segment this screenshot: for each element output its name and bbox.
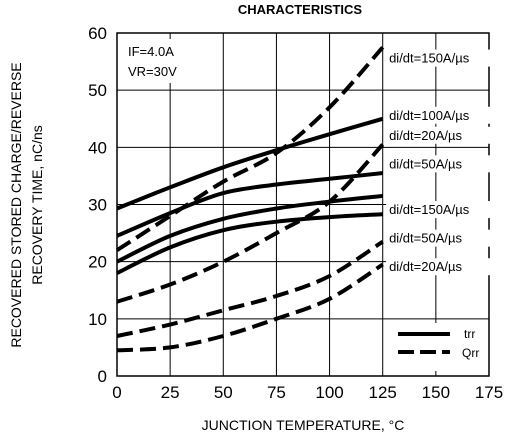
trr-series-line	[116, 212, 383, 275]
tick-labels: 0 25 50 75 100 125 150 175 0 10 20 30 40 50 60	[88, 24, 503, 402]
x-tick-label: 50	[214, 383, 233, 402]
annotation-background	[386, 201, 491, 219]
series-annotation: di/dt=20A/µs	[389, 128, 462, 143]
annotation-background	[386, 106, 491, 124]
conditions-box	[122, 39, 200, 83]
qrr-series-line	[116, 262, 384, 353]
condition-if: IF=4.0A	[128, 44, 174, 59]
x-axis-label: JUNCTION TEMPERATURE, °C	[202, 417, 405, 433]
y-tick-label: 10	[88, 310, 107, 329]
y-tick-label: 20	[88, 253, 107, 272]
series-annotation: di/dt=150A/µs	[389, 202, 470, 217]
x-tick-label: 25	[161, 383, 180, 402]
annotation-background	[386, 49, 491, 67]
y-tick-label: 50	[88, 81, 107, 100]
trr-series-line	[116, 171, 383, 238]
qrr-series-line	[115, 45, 385, 252]
x-tick-label: 75	[267, 383, 286, 402]
series-annotation: di/dt=50A/µs	[389, 156, 462, 171]
legend-label-qrr: Qrr	[462, 346, 479, 360]
y-tick-label: 0	[98, 367, 107, 386]
y-tick-label: 40	[88, 138, 107, 157]
series-annotation: di/dt=100A/µs	[389, 108, 470, 123]
qrr-series-line	[116, 240, 384, 338]
trr-series-line	[116, 116, 384, 211]
legend-box	[386, 323, 486, 371]
annotation-background	[386, 258, 491, 276]
condition-vr: VR=30V	[128, 64, 177, 79]
annotation-background	[386, 229, 491, 247]
chart-title: CHARACTERISTICS	[238, 2, 363, 17]
series-annotation: di/dt=20A/µs	[389, 259, 462, 274]
legend-label-trr: trr	[464, 327, 475, 341]
series-annotation: di/dt=150A/µs	[389, 51, 470, 66]
x-tick-label: 0	[112, 383, 121, 402]
x-tick-label: 150	[422, 383, 450, 402]
x-tick-label: 175	[475, 383, 503, 402]
qrr-series-line	[116, 143, 385, 304]
trr-series-line	[116, 193, 383, 264]
annotation-background	[386, 155, 491, 173]
x-tick-label: 125	[369, 383, 397, 402]
x-tick-label: 100	[315, 383, 343, 402]
y-axis-label-line-1: RECOVERED STORED CHARGE/REVERSE	[8, 62, 24, 347]
y-axis-label-line-2: RECOVERY TIME, nC/ns	[29, 125, 45, 285]
annotation-background	[386, 126, 491, 144]
y-tick-label: 60	[88, 24, 107, 43]
y-tick-label: 30	[88, 196, 107, 215]
series-annotation: di/dt=50A/µs	[389, 231, 462, 246]
series-layer	[115, 45, 385, 353]
annotations: di/dt=150A/µs di/dt=100A/µs di/dt=20A/µs di…	[386, 49, 491, 276]
